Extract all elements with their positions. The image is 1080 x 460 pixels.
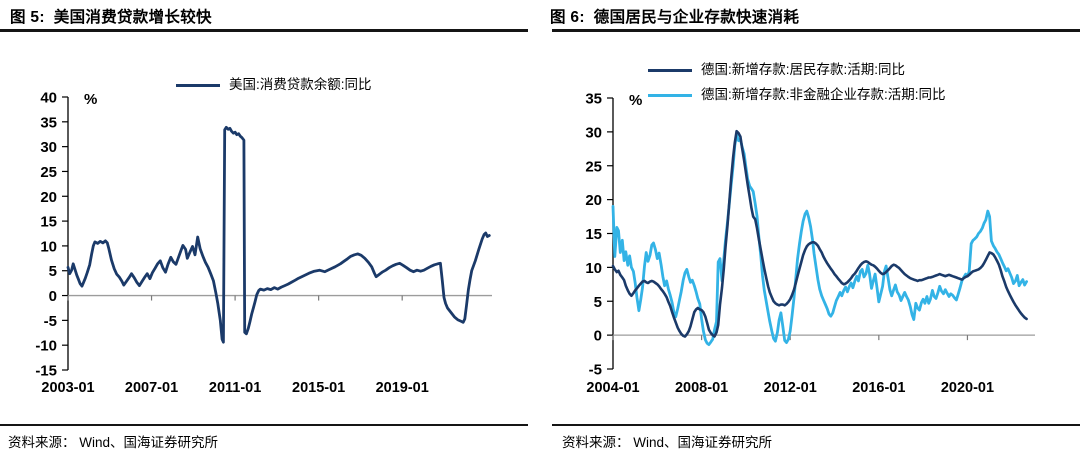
series-line-0 [66,125,491,344]
y-tick-label: 30 [585,124,602,141]
figure-6-legend: 德国:新增存款:居民存款:活期:同比德国:新增存款:非金融企业存款:活期:同比 [648,62,946,103]
y-tick-label: -5 [44,313,57,330]
figure-5-title-text: 美国消费贷款增长较快 [53,9,212,26]
figure-5-title-rule [0,29,528,32]
y-tick-label: 15 [585,226,602,243]
x-tick-label: 2019-01 [376,380,429,396]
y-tick-label: 25 [40,164,57,181]
legend-label: 德国:新增存款:非金融企业存款:活期:同比 [701,87,946,102]
y-tick-label: 35 [585,91,602,108]
figure-6-panel: 图 6: 德国居民与企业存款快速消耗 德国:新增存款:居民存款:活期:同比 德国:新… [540,0,1080,460]
y-tick-label: 5 [49,263,57,280]
legend-item: 德国:新增存款:非金融企业存款:活期:同比 [648,87,946,103]
x-tick-label: 2004-01 [586,380,639,396]
legend-label: 德国:新增存款:居民存款:活期:同比 [701,62,906,77]
x-tick-label: 2007-01 [125,380,178,396]
y-tick-label: 10 [585,260,602,277]
figure-5-legend: 美国:消费贷款余额:同比 [176,77,372,93]
x-tick-label: 2011-01 [209,380,261,396]
figure-6-source-rule [552,424,1080,426]
figure-6-title: 图 6: 德国居民与企业存款快速消耗 [550,5,799,27]
x-tick-label: 2003-01 [41,380,94,396]
legend-line-swatch [648,68,692,72]
y-tick-label: -5 [589,362,602,379]
x-tick-label: 2012-01 [764,380,817,396]
x-tick-label: 2008-01 [675,380,728,396]
legend-label: 美国:消费贷款余额:同比 [229,77,372,92]
y-unit-label: % [84,91,97,108]
y-tick-label: 20 [40,189,57,206]
legend-line-swatch [648,93,692,97]
figure-6-source: 资料来源： Wind、国海证券研究所 [562,435,773,450]
y-tick-label: -15 [35,363,57,380]
legend-line-swatch [176,83,220,87]
y-tick-label: 30 [40,139,57,156]
y-tick-label: 5 [594,294,602,311]
figure-5-panel: 图 5: 美国消费贷款增长较快 美国:消费贷款余额:同比 40 35 30 25 20 15… [0,5,528,450]
y-tick-label: 10 [40,238,57,255]
x-tick-label: 2015-01 [292,380,345,396]
legend-item: 美国:消费贷款余额:同比 [176,77,372,93]
legend-item: 德国:新增存款:居民存款:活期:同比 [648,62,946,78]
figure-6-title-rule [552,29,1080,32]
figure-5-source: 资料来源： Wind、国海证券研究所 [8,435,219,450]
series-line-0 [611,129,1028,338]
y-tick-label: 20 [585,192,602,209]
figure-5-title: 图 5: 美国消费贷款增长较快 [10,5,212,27]
y-tick-label: 40 [40,90,57,107]
y-tick-label: 15 [40,214,57,231]
series-line-1 [611,133,1028,346]
x-tick-label: 2016-01 [852,380,905,396]
y-unit-label: % [629,92,642,109]
y-tick-label: 25 [585,158,602,175]
x-tick-label: 2020-01 [941,380,994,396]
y-tick-label: -10 [35,338,57,355]
y-tick-label: 35 [40,114,57,131]
y-tick-label: 0 [49,288,57,305]
figure-6-title-text: 德国居民与企业存款快速消耗 [593,9,800,26]
figure-5-label: 图 5: [10,9,45,26]
y-tick-label: 0 [594,328,602,345]
figure-6-label: 图 6: [550,9,585,26]
figure-5-source-rule [0,424,528,426]
